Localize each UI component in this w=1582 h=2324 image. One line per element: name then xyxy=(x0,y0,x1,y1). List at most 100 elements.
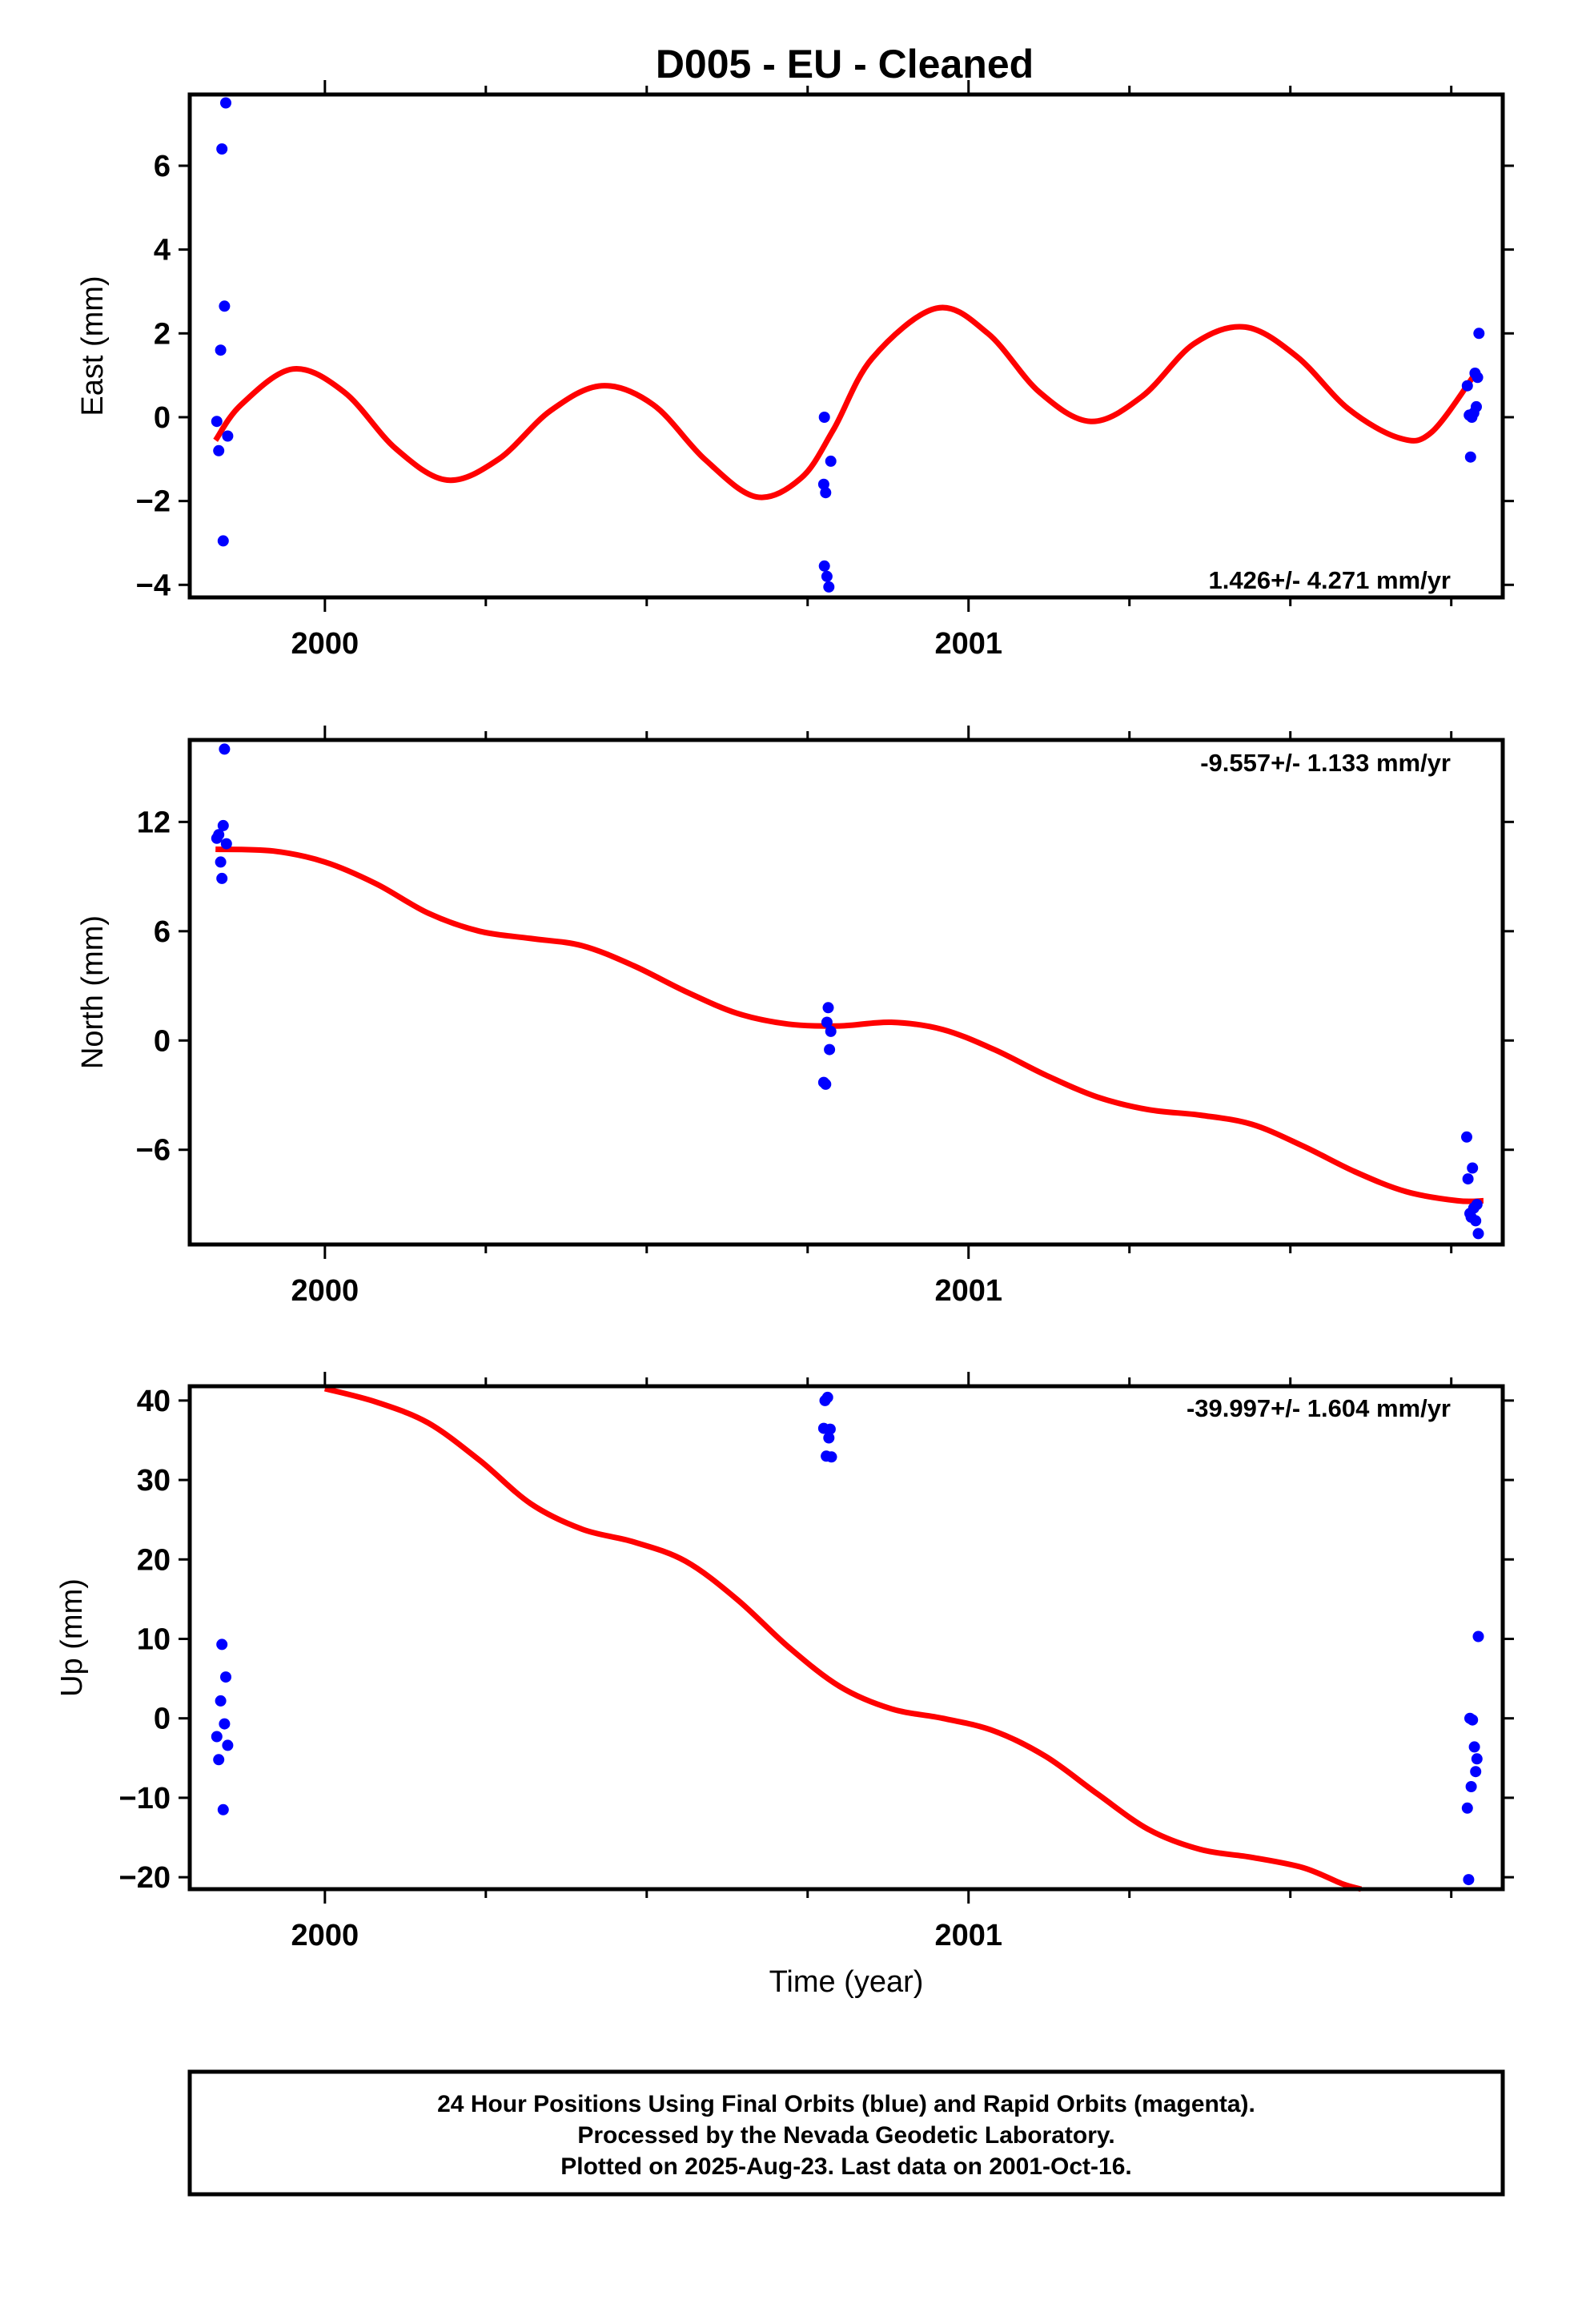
up-points xyxy=(211,1391,1484,1886)
east-data-point xyxy=(1471,400,1482,412)
east-frame xyxy=(187,92,1505,600)
up-frame xyxy=(187,1384,1505,1892)
east-ytick-label: 0 xyxy=(154,401,171,435)
east-ytick-label: −4 xyxy=(136,569,171,602)
north-data-point xyxy=(217,819,229,831)
up-data-point xyxy=(1463,1874,1475,1886)
north-data-point xyxy=(1462,1173,1474,1185)
east-rate-label: 1.426+/- 4.271 mm/yr xyxy=(1209,566,1451,594)
east-data-point xyxy=(823,581,835,593)
east-data-point xyxy=(219,300,231,312)
east-red-fit xyxy=(213,304,1480,501)
north-xtick-label: 2001 xyxy=(934,1274,1002,1308)
up-ytick-label: −10 xyxy=(119,1782,171,1815)
east-data-point xyxy=(818,412,830,423)
east-data-point xyxy=(1461,380,1473,392)
east-data-point xyxy=(217,535,229,547)
east-data-point xyxy=(215,344,227,356)
up-data-point xyxy=(1467,1714,1479,1726)
up-data-point xyxy=(1468,1741,1480,1753)
up-data-point xyxy=(1470,1766,1482,1778)
up-data-point xyxy=(1472,1630,1484,1642)
up-data-point xyxy=(213,1754,225,1766)
footer-frame xyxy=(187,2069,1505,2197)
north-ylabel: North (mm) xyxy=(76,915,110,1069)
east-xtick-label: 2001 xyxy=(934,627,1002,661)
north-data-point xyxy=(825,1025,837,1037)
north-data-point xyxy=(821,1016,833,1028)
north-fit-line xyxy=(215,846,1484,1204)
up-fit-line xyxy=(323,1385,1363,1892)
up-data-point xyxy=(1461,1802,1473,1814)
east-ylabel: East (mm) xyxy=(76,275,110,416)
chart-title: D005 - EU - Cleaned xyxy=(656,42,1034,86)
north-data-point xyxy=(1461,1131,1472,1143)
east-panel: −4 −2 0 2 4 6 2000 2001 East (mm) 1.426+/- 4.27… xyxy=(76,80,1514,661)
north-data-point xyxy=(822,1002,834,1014)
up-data-point xyxy=(217,1803,229,1815)
footer-box: 24 Hour Positions Using Final Orbits (bl… xyxy=(187,2069,1505,2197)
up-data-point xyxy=(216,1638,228,1651)
north-rate-label: -9.557+/- 1.133 mm/yr xyxy=(1200,749,1451,777)
up-ytick-label: 20 xyxy=(137,1543,171,1577)
footer-line-2: Processed by the Nevada Geodetic Laborat… xyxy=(577,2122,1114,2149)
up-xtick-label: 2000 xyxy=(291,1919,359,1952)
east-data-point xyxy=(211,416,223,428)
north-points xyxy=(211,743,1484,1240)
east-data-point xyxy=(818,560,830,572)
east-xtick-label: 2000 xyxy=(291,627,359,661)
east-data-point xyxy=(222,430,234,442)
east-fit-line xyxy=(213,304,1480,501)
up-data-point xyxy=(823,1432,835,1444)
north-data-point xyxy=(820,1078,832,1090)
up-ytick-label: 30 xyxy=(137,1464,171,1498)
north-red-fit xyxy=(215,846,1484,1204)
north-data-point xyxy=(824,1043,836,1055)
north-ticks: −6 0 6 12 2000 2001 xyxy=(136,726,1514,1308)
east-points xyxy=(211,97,1485,593)
up-red-fit xyxy=(323,1385,1363,1892)
up-rate-label: -39.997+/- 1.604 mm/yr xyxy=(1186,1394,1451,1422)
north-ytick-label: −6 xyxy=(136,1134,171,1168)
east-data-point xyxy=(213,444,225,456)
east-data-point xyxy=(1473,328,1485,340)
east-data-point xyxy=(817,478,829,490)
up-ytick-label: 10 xyxy=(137,1622,171,1656)
east-ytick-label: −2 xyxy=(136,485,171,519)
north-data-point xyxy=(1470,1215,1482,1227)
east-data-point xyxy=(1464,451,1476,463)
up-data-point xyxy=(215,1695,227,1707)
east-data-point xyxy=(825,455,837,467)
up-data-point xyxy=(220,1671,231,1683)
up-ytick-label: 40 xyxy=(137,1385,171,1418)
north-data-point xyxy=(1471,1199,1483,1210)
north-data-point xyxy=(1467,1162,1479,1174)
north-panel: −6 0 6 12 2000 2001 North (mm) -9.557+/- 1.13… xyxy=(76,726,1514,1308)
north-ytick-label: 6 xyxy=(154,915,171,949)
up-data-point xyxy=(824,1423,836,1435)
up-data-point xyxy=(825,1451,837,1463)
north-data-point xyxy=(216,872,228,884)
up-data-point xyxy=(222,1739,234,1751)
north-xtick-label: 2000 xyxy=(291,1274,359,1308)
north-data-point xyxy=(215,856,227,868)
footer-line-3: Plotted on 2025-Aug-23. Last data on 200… xyxy=(560,2153,1132,2180)
east-data-point xyxy=(216,143,228,155)
north-data-point xyxy=(213,829,225,841)
footer-line-1: 24 Hour Positions Using Final Orbits (bl… xyxy=(437,2091,1255,2117)
up-data-point xyxy=(1465,1781,1477,1792)
up-ticks: −20 −10 0 10 20 30 40 2000 2001 xyxy=(119,1372,1514,1952)
east-ticks: −4 −2 0 2 4 6 2000 2001 xyxy=(136,80,1514,661)
up-data-point xyxy=(219,1718,231,1730)
east-ytick-label: 2 xyxy=(154,317,171,351)
east-data-point xyxy=(220,97,231,109)
up-data-point xyxy=(211,1731,223,1743)
east-data-point xyxy=(821,570,833,582)
north-data-point xyxy=(220,838,232,850)
up-xtick-label: 2001 xyxy=(934,1919,1002,1952)
time-xlabel: Time (year) xyxy=(769,1965,924,1999)
north-data-point xyxy=(1472,1228,1484,1240)
east-data-point xyxy=(820,487,832,499)
up-data-point xyxy=(1471,1753,1483,1765)
north-frame xyxy=(187,738,1505,1247)
